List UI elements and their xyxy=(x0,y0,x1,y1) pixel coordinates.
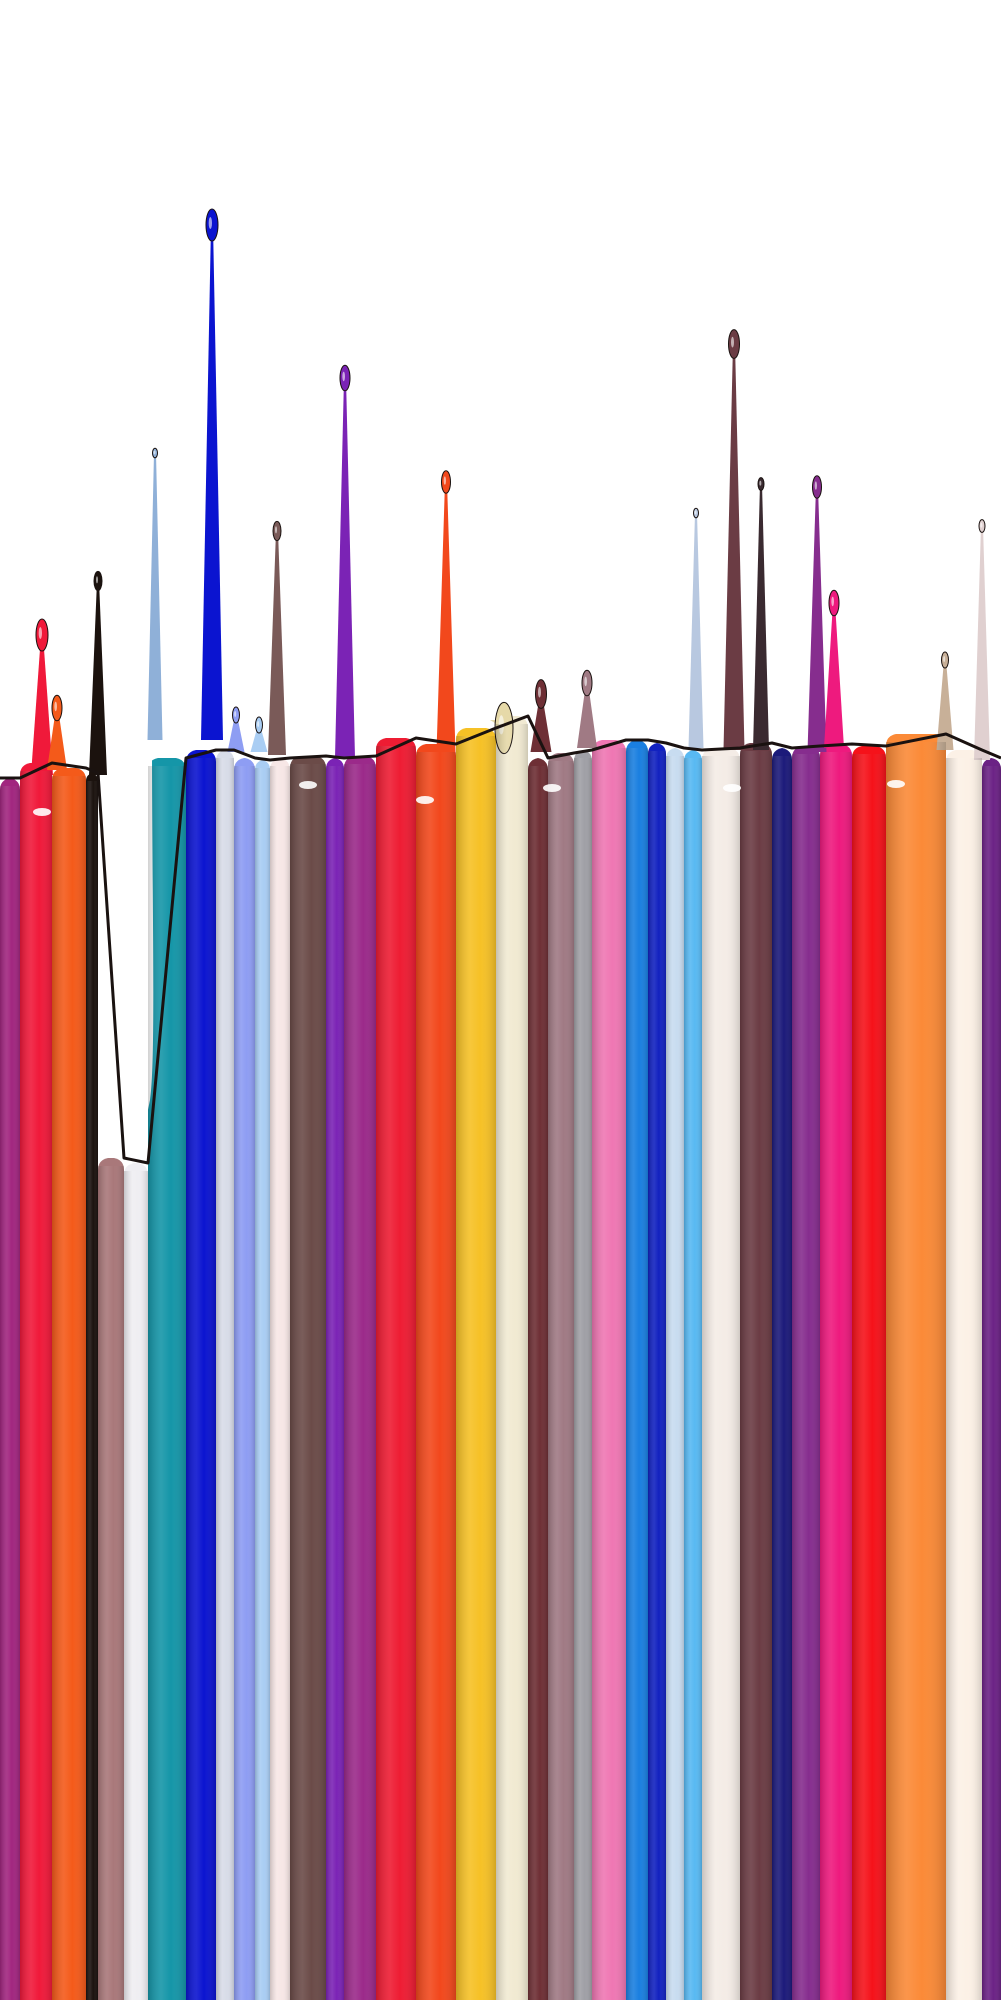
drip-highlight xyxy=(831,596,835,607)
drip-bulb xyxy=(272,520,282,542)
drip-highlight xyxy=(257,721,260,727)
stripe-gloss xyxy=(0,786,20,2000)
drip-stem xyxy=(807,487,827,752)
drip-stem xyxy=(89,581,107,775)
surface-highlight xyxy=(543,784,561,792)
drip-stem xyxy=(974,526,990,760)
drip-highlight xyxy=(38,627,42,639)
stripe-gloss xyxy=(344,764,376,2000)
stripe-gloss xyxy=(772,756,792,2000)
drip-highlight xyxy=(814,481,817,490)
stripe-gloss xyxy=(574,758,592,2000)
drip-bulb xyxy=(205,208,219,242)
drip-bulb xyxy=(35,618,49,652)
stripe-gloss xyxy=(234,766,255,2000)
surface-highlight xyxy=(887,780,905,788)
drip-bulb xyxy=(93,570,103,592)
surface-highlight xyxy=(299,781,317,789)
drip-highlight xyxy=(234,711,237,717)
drip-bulb xyxy=(441,470,451,494)
drip-highlight xyxy=(208,217,212,229)
stripe-gloss xyxy=(886,742,946,2000)
drip-stem xyxy=(268,531,286,755)
drip-stem xyxy=(723,344,745,750)
drip-bulb xyxy=(581,669,593,697)
drip-bulb xyxy=(728,329,740,359)
stripe-gloss xyxy=(376,746,416,2000)
drip-highlight xyxy=(694,510,697,515)
stripe-gloss xyxy=(946,758,982,2000)
stripe-gloss xyxy=(548,761,574,2000)
paint-cleft xyxy=(118,740,154,1165)
stripe-gloss xyxy=(290,764,326,2000)
stripe-gloss xyxy=(86,781,98,2000)
drip-stem xyxy=(47,708,67,770)
gloss-overlay xyxy=(0,714,1001,2000)
stripe-gloss xyxy=(186,758,216,2000)
stripe-gloss xyxy=(98,1166,124,2000)
surface-edge xyxy=(0,714,1001,1165)
drip-stem xyxy=(227,715,245,752)
stripe-gloss xyxy=(792,754,820,2000)
stripe-gloss xyxy=(270,766,290,2000)
drip-stem xyxy=(201,225,223,740)
stripe-gloss xyxy=(982,766,1001,2000)
stripe-gloss xyxy=(52,776,86,2000)
drip-highlight xyxy=(96,576,98,584)
drip-bulb xyxy=(812,475,822,499)
drip-stem xyxy=(530,694,552,752)
drip-bulb xyxy=(535,679,547,709)
stripe-gloss xyxy=(124,1171,148,2000)
stripe-gloss xyxy=(20,771,52,2000)
stripe-gloss xyxy=(326,766,344,2000)
stripe-gloss xyxy=(648,751,666,2000)
drip-highlight xyxy=(54,701,58,712)
drip-bulb xyxy=(339,364,351,392)
drip-stem xyxy=(31,635,53,775)
surface-highlight xyxy=(33,808,51,816)
surface-highlight xyxy=(723,784,741,792)
stripe-gloss xyxy=(216,758,234,2000)
drip-highlight xyxy=(275,526,277,534)
paint-drips xyxy=(31,208,990,775)
drip-stem xyxy=(753,484,769,750)
stripe-gloss xyxy=(702,756,740,2000)
drip-highlight xyxy=(759,480,762,486)
drip-highlight xyxy=(342,371,345,382)
stripe-gloss xyxy=(684,758,702,2000)
drip-highlight xyxy=(731,336,734,348)
drip-highlight xyxy=(443,476,447,485)
drip-highlight xyxy=(980,522,983,528)
stripe-gloss xyxy=(496,724,528,2000)
drip-stem xyxy=(824,603,844,748)
drip-stem xyxy=(436,482,456,752)
drip-stem xyxy=(147,453,163,740)
stripe-gloss xyxy=(255,768,270,2000)
drip-bulb xyxy=(828,589,840,617)
stripe-gloss xyxy=(740,751,772,2000)
drip-bulb xyxy=(51,694,63,722)
drip-highlight xyxy=(584,676,588,687)
stripe-gloss xyxy=(416,752,456,2000)
drip-highlight xyxy=(153,450,156,455)
drip-stem xyxy=(688,513,704,748)
stripe-gloss xyxy=(852,754,886,2000)
stripe-gloss xyxy=(592,748,626,2000)
stripe-gloss xyxy=(820,752,852,2000)
drip-stem xyxy=(577,683,597,748)
drip-stem xyxy=(936,660,954,750)
stripe-gloss xyxy=(528,766,548,2000)
drip-stem xyxy=(335,378,355,758)
drip-stem xyxy=(250,725,268,752)
stripe-gloss xyxy=(456,736,496,2000)
stripe-gloss xyxy=(666,756,684,2000)
drip-highlight xyxy=(538,686,541,698)
stripe-gloss xyxy=(626,748,648,2000)
surface-highlight xyxy=(416,796,434,804)
drip-highlight xyxy=(943,656,946,662)
